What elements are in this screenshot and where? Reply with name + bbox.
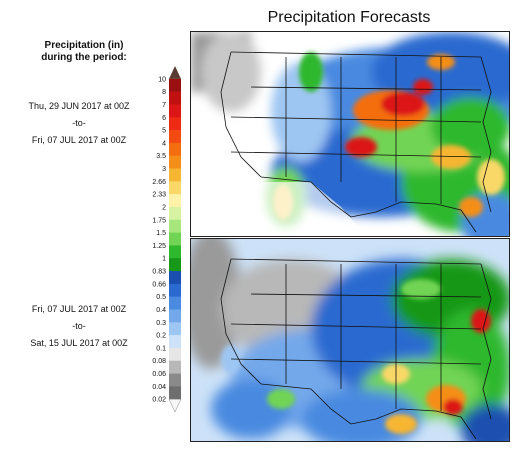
color-scale-tick-label: 2.33 (152, 192, 166, 199)
color-scale-tick-label: 2.66 (152, 179, 166, 186)
color-scale-tick-label: 4 (162, 140, 166, 147)
color-scale-tick-label: 0.66 (152, 281, 166, 288)
color-scale-tick-label: 0.1 (156, 345, 166, 352)
color-scale-swatch (169, 168, 181, 182)
color-scale-tick-label: 5 (162, 128, 166, 135)
color-scale-swatch (169, 258, 181, 272)
color-scale-tick-label: 1.25 (152, 243, 166, 250)
color-scale-swatch (169, 206, 181, 221)
legend-heading: Precipitation (in) during the period: (10, 40, 158, 64)
color-scale-tick-label: 2 (162, 204, 166, 211)
legend-heading-line2: during the period: (41, 52, 127, 63)
color-scale-tick-label: 8 (162, 89, 166, 96)
color-scale-swatch (169, 271, 181, 285)
color-scale-tick-label: 1.5 (156, 230, 166, 237)
forecast-map-week-1 (190, 31, 510, 237)
color-scale-tick-label: 0.83 (152, 269, 166, 276)
color-scale-swatch (169, 386, 181, 400)
period-2-separator: -to- (72, 321, 86, 331)
legend-heading-line1: Precipitation (in) (44, 40, 124, 51)
color-scale-swatch (169, 322, 181, 336)
color-scale-tick-label: 1.75 (152, 217, 166, 224)
color-scale-tick-label: 3.5 (156, 153, 166, 160)
color-scale-tick-label: 7 (162, 102, 166, 109)
color-scale-swatch (169, 117, 181, 131)
color-scale-swatch (169, 245, 181, 259)
color-scale-swatch (169, 66, 181, 79)
color-scale-swatch (169, 360, 181, 374)
forecast-map-week-2 (190, 238, 510, 442)
color-scale-tick-label: 3 (162, 166, 166, 173)
color-scale-swatch (169, 296, 181, 310)
color-scale-swatch (169, 335, 181, 349)
color-scale-swatch (169, 219, 181, 233)
color-scale-swatch (169, 232, 181, 246)
period-1-separator: -to- (72, 118, 86, 128)
color-scale-swatch (169, 347, 181, 362)
color-scale-tick-label: 1 (162, 256, 166, 263)
color-scale-swatch (168, 398, 182, 413)
color-scale-tick-label: 0.04 (152, 384, 166, 391)
color-scale-swatch (169, 283, 181, 297)
period-1-label: Thu, 29 JUN 2017 at 00Z -to- Fri, 07 JUL… (0, 98, 158, 149)
color-scale-tick-label: 0.2 (156, 333, 166, 340)
period-2-label: Fri, 07 JUL 2017 at 00Z -to- Sat, 15 JUL… (0, 301, 158, 352)
color-scale-swatch (169, 155, 181, 169)
color-scale-tick-label: 0.06 (152, 371, 166, 378)
color-scale-tick-label: 0.08 (152, 358, 166, 365)
color-scale-tick-label: 0.3 (156, 320, 166, 327)
color-scale-swatch (169, 78, 181, 92)
color-scale-swatch (169, 194, 181, 208)
period-1-end: Fri, 07 JUL 2017 at 00Z (31, 135, 127, 145)
color-scale-swatch (169, 130, 181, 144)
period-2-end: Sat, 15 JUL 2017 at 00Z (30, 338, 128, 348)
color-scale-swatch (169, 181, 181, 195)
period-2-start: Fri, 07 JUL 2017 at 00Z (31, 304, 127, 314)
color-scale-swatch (169, 104, 181, 118)
precipitation-color-scale: 10 8 7 6 5 4 3.5 3 2.66 2.33 2 1.75 1.5 1.25 1 0.83 0.66… (152, 66, 182, 413)
color-scale-tick-label: 6 (162, 115, 166, 122)
figure-title: Precipitation Forecasts (267, 9, 431, 26)
color-scale-tick-label: 10 (158, 76, 166, 83)
color-scale-tick-label: 0.4 (156, 307, 166, 314)
color-scale-tick-label: 0.02 (152, 397, 166, 404)
color-scale-swatch (169, 373, 181, 387)
color-scale-swatch (169, 309, 181, 323)
color-scale-tick-label: 0.5 (156, 294, 166, 301)
color-scale-swatch (169, 142, 181, 157)
color-scale-swatch (169, 91, 181, 105)
period-1-start: Thu, 29 JUN 2017 at 00Z (28, 101, 130, 111)
